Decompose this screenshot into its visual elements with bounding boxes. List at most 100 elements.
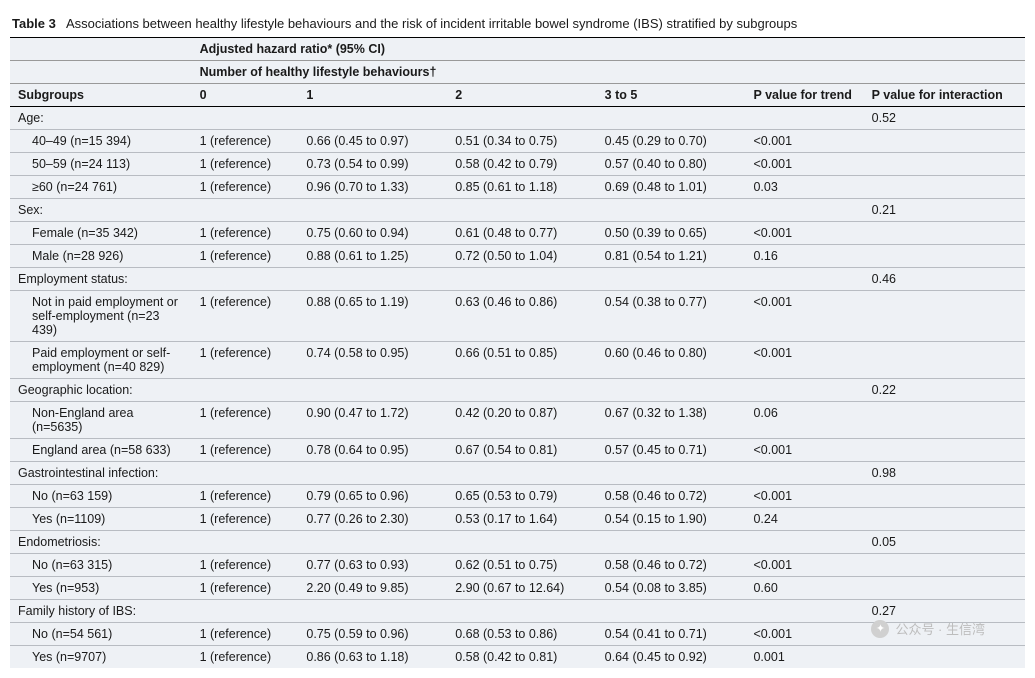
cell-2: 0.62 (0.51 to 0.75): [447, 554, 596, 577]
p-interaction: 0.27: [864, 600, 1025, 623]
cell-ptrend: <0.001: [745, 130, 863, 153]
cell-1: 0.88 (0.61 to 1.25): [298, 245, 447, 268]
p-interaction: 0.21: [864, 199, 1025, 222]
p-interaction: 0.52: [864, 107, 1025, 130]
cell-1: 0.90 (0.47 to 1.72): [298, 402, 447, 439]
cell-pinter: [864, 176, 1025, 199]
cell-2: 0.61 (0.48 to 0.77): [447, 222, 596, 245]
cell-pinter: [864, 439, 1025, 462]
subgroup-label: Male (n=28 926): [10, 245, 192, 268]
cell-2: 0.53 (0.17 to 1.64): [447, 508, 596, 531]
header-adjusted-hr: Adjusted hazard ratio* (95% CI): [192, 38, 864, 61]
cell-ptrend: <0.001: [745, 554, 863, 577]
p-interaction: 0.05: [864, 531, 1025, 554]
cell-ptrend: <0.001: [745, 485, 863, 508]
cell-ptrend: <0.001: [745, 342, 863, 379]
cell-pinter: [864, 508, 1025, 531]
cell-pinter: [864, 646, 1025, 669]
subgroup-label: Non-England area (n=5635): [10, 402, 192, 439]
cell-1: 0.96 (0.70 to 1.33): [298, 176, 447, 199]
group-label: Sex:: [10, 199, 192, 222]
table-title-row: Table 3 Associations between healthy lif…: [10, 10, 1025, 38]
cell-2: 0.63 (0.46 to 0.86): [447, 291, 596, 342]
col-1: 1: [298, 84, 447, 107]
cell-ref: 1 (reference): [192, 439, 299, 462]
group-header-row: Age: 0.52: [10, 107, 1025, 130]
cell-2: 0.42 (0.20 to 0.87): [447, 402, 596, 439]
cell-ref: 1 (reference): [192, 554, 299, 577]
cell-pinter: [864, 485, 1025, 508]
cell-ref: 1 (reference): [192, 291, 299, 342]
cell-pinter: [864, 554, 1025, 577]
cell-ref: 1 (reference): [192, 245, 299, 268]
subgroup-label: Not in paid employment or self-employmen…: [10, 291, 192, 342]
cell-1: 0.77 (0.63 to 0.93): [298, 554, 447, 577]
cell-3to5: 0.45 (0.29 to 0.70): [597, 130, 746, 153]
table-row: Yes (n=1109)1 (reference)0.77 (0.26 to 2…: [10, 508, 1025, 531]
cell-ptrend: 0.03: [745, 176, 863, 199]
cell-2: 0.66 (0.51 to 0.85): [447, 342, 596, 379]
group-label: Gastrointestinal infection:: [10, 462, 192, 485]
cell-ref: 1 (reference): [192, 485, 299, 508]
table-row: No (n=63 315)1 (reference)0.77 (0.63 to …: [10, 554, 1025, 577]
subgroup-label: Female (n=35 342): [10, 222, 192, 245]
cell-1: 0.88 (0.65 to 1.19): [298, 291, 447, 342]
cell-3to5: 0.54 (0.08 to 3.85): [597, 577, 746, 600]
group-label: Geographic location:: [10, 379, 192, 402]
header-row-columns: Subgroups 0 1 2 3 to 5 P value for trend…: [10, 84, 1025, 107]
group-header-row: Endometriosis: 0.05: [10, 531, 1025, 554]
cell-2: 0.58 (0.42 to 0.79): [447, 153, 596, 176]
col-0: 0: [192, 84, 299, 107]
subgroup-label: ≥60 (n=24 761): [10, 176, 192, 199]
cell-1: 0.75 (0.59 to 0.96): [298, 623, 447, 646]
group-header-row: Sex: 0.21: [10, 199, 1025, 222]
cell-pinter: [864, 222, 1025, 245]
cell-pinter: [864, 623, 1025, 646]
group-header-row: Family history of IBS:0.27: [10, 600, 1025, 623]
col-3to5: 3 to 5: [597, 84, 746, 107]
table-row: England area (n=58 633)1 (reference)0.78…: [10, 439, 1025, 462]
cell-3to5: 0.69 (0.48 to 1.01): [597, 176, 746, 199]
cell-1: 0.73 (0.54 to 0.99): [298, 153, 447, 176]
table-row: 40–49 (n=15 394)1 (reference)0.66 (0.45 …: [10, 130, 1025, 153]
group-label: Age:: [10, 107, 192, 130]
cell-ptrend: <0.001: [745, 222, 863, 245]
table-row: Not in paid employment or self-employmen…: [10, 291, 1025, 342]
group-header-row: Employment status:0.46: [10, 268, 1025, 291]
cell-1: 0.78 (0.64 to 0.95): [298, 439, 447, 462]
subgroup-label: England area (n=58 633): [10, 439, 192, 462]
subgroup-label: Paid employment or self-employment (n=40…: [10, 342, 192, 379]
cell-3to5: 0.57 (0.45 to 0.71): [597, 439, 746, 462]
cell-ref: 1 (reference): [192, 342, 299, 379]
table-row: ≥60 (n=24 761)1 (reference)0.96 (0.70 to…: [10, 176, 1025, 199]
group-label: Endometriosis:: [10, 531, 192, 554]
cell-ref: 1 (reference): [192, 577, 299, 600]
table-row: 50–59 (n=24 113)1 (reference)0.73 (0.54 …: [10, 153, 1025, 176]
cell-pinter: [864, 402, 1025, 439]
cell-2: 0.72 (0.50 to 1.04): [447, 245, 596, 268]
cell-3to5: 0.54 (0.38 to 0.77): [597, 291, 746, 342]
cell-ptrend: 0.06: [745, 402, 863, 439]
table-row: Yes (n=9707)1 (reference)0.86 (0.63 to 1…: [10, 646, 1025, 669]
cell-ref: 1 (reference): [192, 623, 299, 646]
cell-ptrend: 0.60: [745, 577, 863, 600]
group-header-row: Gastrointestinal infection:0.98: [10, 462, 1025, 485]
col-2: 2: [447, 84, 596, 107]
cell-1: 0.66 (0.45 to 0.97): [298, 130, 447, 153]
cell-ptrend: <0.001: [745, 153, 863, 176]
cell-1: 2.20 (0.49 to 9.85): [298, 577, 447, 600]
cell-3to5: 0.57 (0.40 to 0.80): [597, 153, 746, 176]
cell-pinter: [864, 577, 1025, 600]
cell-3to5: 0.54 (0.15 to 1.90): [597, 508, 746, 531]
cell-3to5: 0.81 (0.54 to 1.21): [597, 245, 746, 268]
cell-2: 0.85 (0.61 to 1.18): [447, 176, 596, 199]
cell-1: 0.77 (0.26 to 2.30): [298, 508, 447, 531]
subgroup-label: No (n=63 159): [10, 485, 192, 508]
table-row: Non-England area (n=5635)1 (reference)0.…: [10, 402, 1025, 439]
cell-ref: 1 (reference): [192, 153, 299, 176]
cell-3to5: 0.64 (0.45 to 0.92): [597, 646, 746, 669]
subgroup-label: 40–49 (n=15 394): [10, 130, 192, 153]
cell-pinter: [864, 342, 1025, 379]
cell-ref: 1 (reference): [192, 222, 299, 245]
cell-2: 0.58 (0.42 to 0.81): [447, 646, 596, 669]
